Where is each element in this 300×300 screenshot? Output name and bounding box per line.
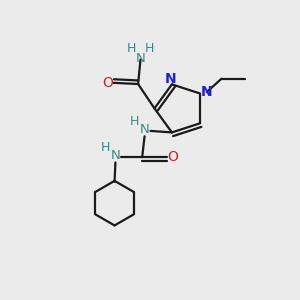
Text: N: N xyxy=(201,85,212,99)
Text: N: N xyxy=(111,149,120,162)
Text: H: H xyxy=(127,42,136,55)
Text: H: H xyxy=(145,42,154,55)
Text: N: N xyxy=(140,123,149,136)
Text: H: H xyxy=(130,115,140,128)
Text: H: H xyxy=(101,141,110,154)
Text: O: O xyxy=(168,150,178,164)
Text: N: N xyxy=(165,72,176,86)
Text: N: N xyxy=(136,52,146,65)
Text: O: O xyxy=(102,76,112,90)
